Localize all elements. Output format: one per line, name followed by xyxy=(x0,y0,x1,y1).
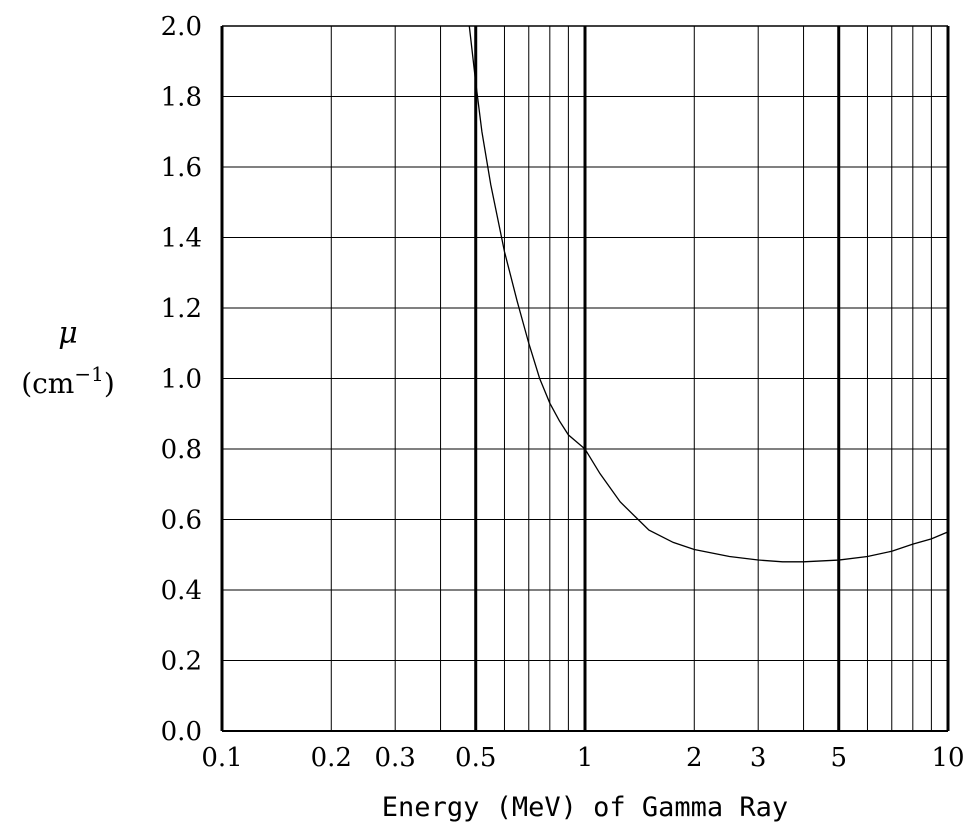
plot-frame xyxy=(222,25,948,732)
x-axis-label: Energy (MeV) of Gamma Ray xyxy=(382,792,788,823)
y-tick-label: 1.8 xyxy=(161,83,202,113)
y-axis-unit-suffix: ) xyxy=(104,367,115,400)
x-tick-labels: 0.1 0.2 0.3 0.5 1 2 3 5 10 xyxy=(201,743,964,773)
y-axis-unit-prefix: (cm xyxy=(21,367,74,400)
x-tick-label: 3 xyxy=(750,743,767,773)
y-tick-label: 0.8 xyxy=(161,435,202,465)
y-axis-unit-exponent: −1 xyxy=(74,362,103,386)
x-tick-label: 0.5 xyxy=(455,743,496,773)
y-tick-labels: 0.0 0.2 0.4 0.6 0.8 1.0 1.2 1.4 1.6 1.8 2.0 xyxy=(161,12,202,747)
y-tick-label: 1.0 xyxy=(161,365,202,395)
y-tick-label: 1.2 xyxy=(161,294,202,324)
x-tick-label: 5 xyxy=(830,743,847,773)
x-tick-label: 2 xyxy=(686,743,703,773)
y-tick-label: 0.2 xyxy=(161,647,202,677)
grid-lines xyxy=(220,25,950,732)
y-axis-unit: (cm−1) xyxy=(21,362,115,400)
y-tick-label: 0.4 xyxy=(161,576,202,606)
x-tick-label: 0.1 xyxy=(201,743,242,773)
x-tick-label: 0.3 xyxy=(375,743,416,773)
series-curve-group xyxy=(468,25,949,563)
y-tick-label: 2.0 xyxy=(161,12,202,42)
y-tick-label: 0.6 xyxy=(161,506,202,536)
y-axis-symbol: μ xyxy=(58,316,78,351)
x-tick-label: 1 xyxy=(577,743,594,773)
y-tick-label: 1.4 xyxy=(161,224,202,254)
x-tick-label: 10 xyxy=(931,743,964,773)
x-tick-label: 0.2 xyxy=(311,743,352,773)
y-tick-label: 0.0 xyxy=(161,717,202,747)
series-line xyxy=(468,25,949,563)
y-tick-label: 1.6 xyxy=(161,153,202,183)
